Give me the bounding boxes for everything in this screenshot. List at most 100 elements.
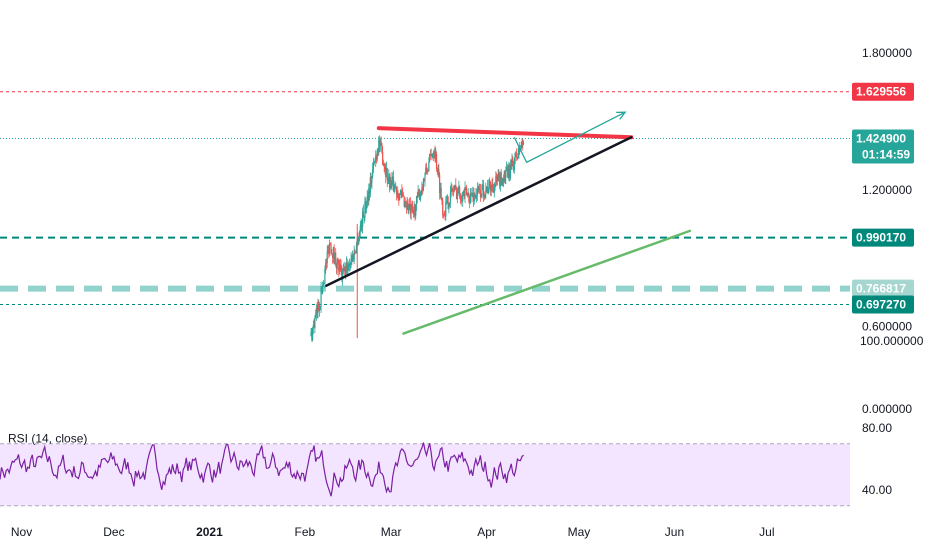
candle-body-265 (514, 153, 516, 163)
candle-body-2 (311, 328, 314, 341)
candle-body-274 (521, 141, 523, 148)
candle-body-209 (471, 194, 473, 198)
candle-body-253 (505, 170, 507, 178)
candle-body-240 (495, 176, 497, 184)
candle-body-262 (512, 158, 514, 165)
candle-body-138 (416, 195, 418, 198)
candle-body-239 (494, 183, 496, 185)
candle-body-84 (375, 155, 377, 162)
candle-body-59 (355, 244, 358, 254)
candle-body-259 (509, 165, 512, 178)
trendline-support (325, 136, 633, 287)
candle-body-127 (408, 207, 410, 211)
candle-body-29 (332, 247, 334, 258)
candle-body-5 (314, 317, 316, 328)
candle-body-252 (504, 171, 506, 178)
candle-body-216 (476, 188, 478, 195)
candle-body-174 (444, 215, 446, 217)
candle-body-248 (501, 181, 503, 186)
candle-body-122 (404, 201, 406, 207)
candle-body-120 (402, 195, 405, 197)
candle-body-144 (421, 187, 423, 190)
candle-body-159 (432, 154, 435, 156)
candle-body-62 (358, 237, 360, 244)
candle-body-269 (517, 153, 519, 158)
candle-body-110 (395, 187, 397, 189)
candle-body-181 (449, 192, 452, 203)
candle-body-37 (338, 264, 341, 272)
price-tick-label-0: 1.800000 (862, 46, 912, 60)
candle-body-63 (358, 231, 361, 238)
trendlines (325, 111, 692, 335)
candle-body-61 (357, 238, 359, 244)
projection-arrow-head (616, 111, 627, 120)
candle-body-8 (316, 307, 318, 313)
candle-body-135 (414, 206, 416, 216)
candle-body-121 (403, 196, 405, 207)
candle-body-171 (442, 200, 444, 216)
candle-body-25 (329, 243, 331, 245)
candle-body-275 (522, 141, 524, 144)
candle-body-184 (452, 190, 454, 193)
candle-body-130 (410, 205, 412, 214)
candle-body-54 (352, 254, 354, 261)
candle-body-197 (462, 191, 464, 201)
candle-body-75 (368, 188, 370, 202)
candle-body-139 (417, 191, 419, 198)
candle-body-92 (381, 143, 383, 152)
time-label-7: Jun (665, 525, 684, 539)
candle-body-243 (497, 174, 499, 177)
candle-body-221 (480, 196, 482, 198)
candle-body-215 (475, 194, 478, 198)
candle-body-257 (508, 164, 510, 178)
candle-body-170 (441, 197, 443, 201)
price-tag-label-1: 1.424900 (856, 131, 906, 145)
candle-body-194 (459, 194, 462, 200)
candle-body-64 (359, 226, 361, 232)
candle-body-160 (433, 151, 435, 155)
candle-body-255 (506, 167, 508, 171)
candle-body-85 (375, 155, 378, 160)
candle-body-40 (341, 270, 343, 280)
candle-body-16 (322, 283, 324, 286)
candle-body-3 (312, 324, 314, 329)
candle-body-219 (479, 188, 481, 190)
candle-body-167 (439, 174, 441, 193)
candle-body-151 (426, 169, 428, 173)
candle-body-249 (502, 178, 504, 186)
candle-body-205 (468, 193, 470, 202)
candle-body-67 (362, 211, 364, 227)
candle-body-48 (347, 266, 349, 272)
candle-body-18 (324, 268, 326, 283)
candle-body-123 (405, 201, 407, 206)
candle-body-103 (389, 177, 391, 189)
candle-body-93 (382, 151, 384, 165)
candle-body-112 (396, 192, 398, 195)
candle-body-97 (385, 169, 387, 177)
price-tag-label-0: 1.629556 (856, 85, 906, 99)
candle-body-78 (370, 177, 372, 184)
candle-body-20 (325, 262, 328, 264)
candle-body-113 (397, 192, 399, 198)
candle-body-50 (348, 263, 351, 267)
candle-body-140 (418, 191, 420, 193)
candle-body-169 (440, 187, 442, 198)
candle-body-192 (458, 186, 460, 194)
candle-body-180 (449, 202, 451, 207)
candle-body-126 (407, 203, 409, 211)
candle-body-188 (455, 184, 457, 189)
candle-body-196 (461, 199, 463, 201)
candle-body-133 (412, 212, 415, 214)
candle-body-146 (422, 178, 425, 191)
candle-body-186 (453, 189, 455, 191)
candle-body-44 (344, 267, 346, 276)
candle-body-57 (354, 251, 356, 253)
candle-body-21 (326, 252, 328, 264)
candle-body-95 (383, 164, 385, 167)
candle-body-261 (511, 158, 513, 167)
candle-body-153 (428, 161, 430, 172)
rsi-tick-label-0: 80.00 (862, 421, 892, 435)
candle-body-193 (459, 186, 461, 195)
time-label-8: Jul (759, 525, 774, 539)
